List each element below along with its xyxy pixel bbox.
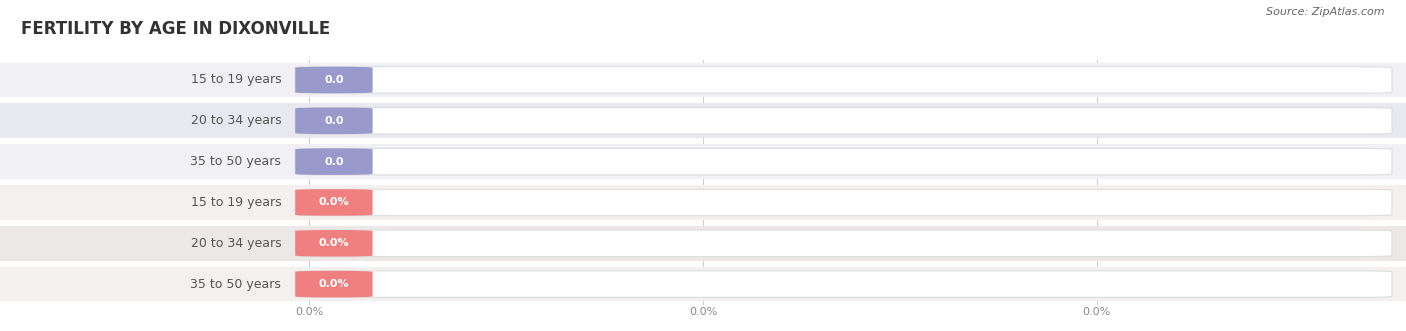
Text: Source: ZipAtlas.com: Source: ZipAtlas.com (1267, 7, 1385, 17)
FancyBboxPatch shape (295, 271, 373, 297)
FancyBboxPatch shape (295, 148, 373, 175)
Text: 35 to 50 years: 35 to 50 years (190, 155, 281, 168)
FancyBboxPatch shape (295, 230, 1392, 257)
Text: 20 to 34 years: 20 to 34 years (191, 237, 281, 250)
Bar (0, 104, 1406, 138)
FancyBboxPatch shape (295, 108, 373, 134)
Bar (0, 267, 1406, 302)
FancyBboxPatch shape (295, 148, 1392, 175)
Text: 15 to 19 years: 15 to 19 years (191, 73, 281, 86)
Bar (0, 63, 1406, 97)
FancyBboxPatch shape (295, 189, 1392, 216)
Bar (0, 226, 1406, 260)
Text: 0.0: 0.0 (325, 116, 343, 126)
Text: 15 to 19 years: 15 to 19 years (191, 196, 281, 209)
FancyBboxPatch shape (295, 67, 1392, 93)
FancyBboxPatch shape (295, 108, 1392, 134)
Text: 20 to 34 years: 20 to 34 years (191, 114, 281, 127)
Bar (0, 185, 1406, 220)
Text: 0.0%: 0.0% (319, 238, 349, 248)
Text: 0.0: 0.0 (325, 75, 343, 85)
FancyBboxPatch shape (295, 189, 373, 216)
FancyBboxPatch shape (295, 271, 1392, 297)
Text: 0.0%: 0.0% (319, 279, 349, 289)
Text: 35 to 50 years: 35 to 50 years (190, 278, 281, 291)
Text: 0.0%: 0.0% (319, 198, 349, 208)
FancyBboxPatch shape (295, 67, 373, 93)
Text: FERTILITY BY AGE IN DIXONVILLE: FERTILITY BY AGE IN DIXONVILLE (21, 20, 330, 38)
Bar (0, 144, 1406, 179)
Text: 0.0: 0.0 (325, 157, 343, 166)
FancyBboxPatch shape (295, 230, 373, 257)
